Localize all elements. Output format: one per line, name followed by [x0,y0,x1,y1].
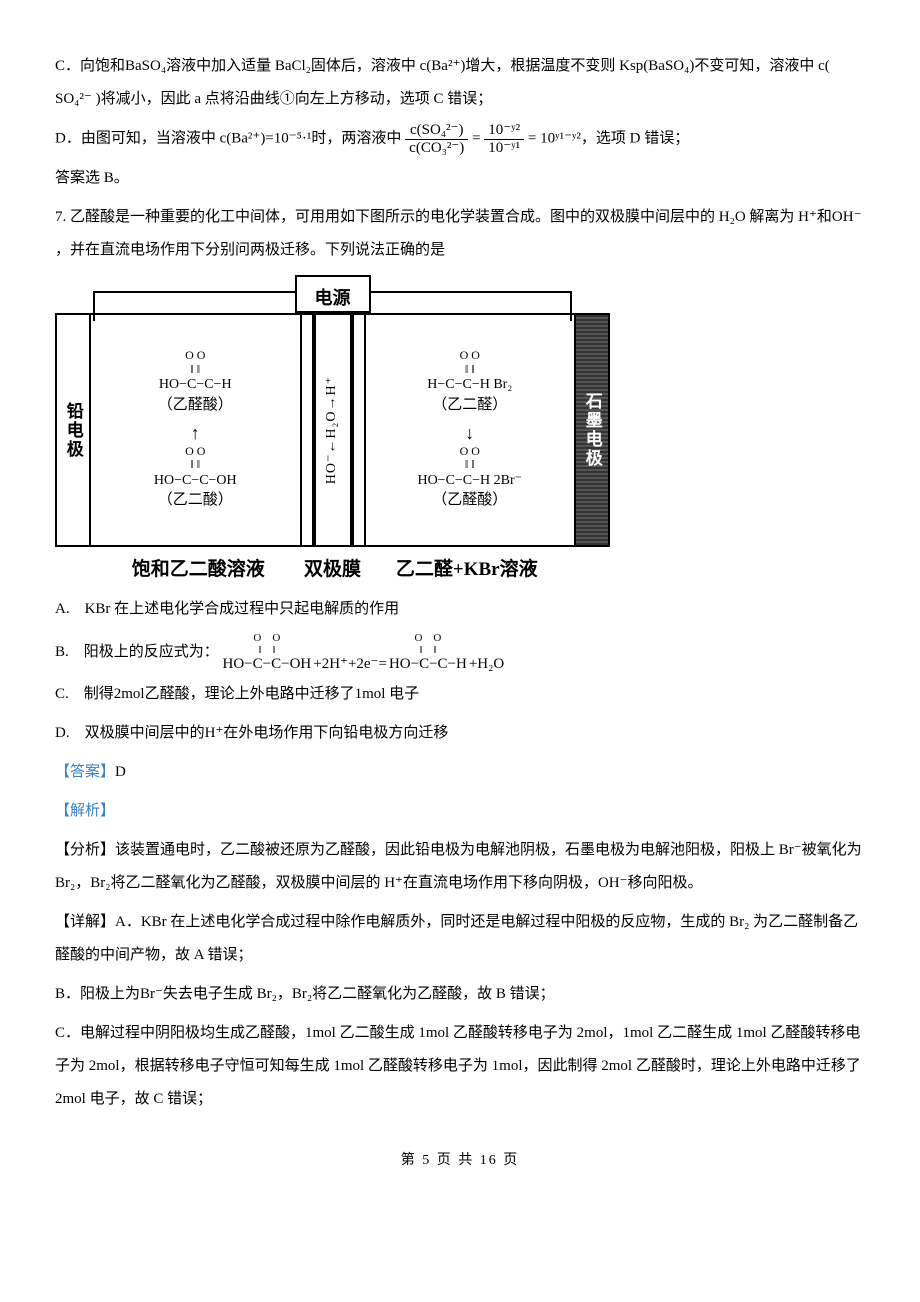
page-footer: 第 5 页 共 16 页 [55,1146,865,1177]
wire [93,291,303,293]
option-a: A. KBr 在上述电化学合成过程中只起电解质的作用 [55,593,865,626]
membrane-gap [300,315,314,545]
option-c: C. 制得2mol乙醛酸，理论上外电路中迁移了1mol 电子 [55,678,865,711]
left-chamber: O O ‖ ‖ HO−C−C−H （乙醛酸） ↑ O O ‖ ‖ HO−C−C−… [91,315,300,545]
answer-value: D [115,764,126,780]
answer-label: 【答案】 [55,764,115,780]
answer-block: 【答案】D [55,756,865,789]
d-prefix: D．由图可知，当溶液中 c(Ba²⁺)=10⁻⁵·¹时，两溶液中 [55,130,401,146]
lead-electrode: 铅电极 [57,315,91,545]
bipolar-membrane: HO⁻←H₂O→H⁺ [314,315,352,545]
answer-6: 答案选 B。 [55,162,865,195]
detail-a: 【详解】A．KBr 在上述电化学合成过程中除作电解质外，同时还是电解过程中阳极的… [55,906,865,972]
fraction-2: 10⁻ʸ² 10⁻ʸ¹ [484,122,524,156]
option-d-explain: D．由图可知，当溶液中 c(Ba²⁺)=10⁻⁵·¹时，两溶液中 c(SO₄²⁻… [55,122,865,156]
power-source-label: 电源 [295,275,371,313]
option-b-formula: O O ‖ ‖ HO−C−C−OH +2H⁺+2e⁻= O O ‖ ‖ HO−C… [223,632,505,673]
graphite-electrode: 石墨电极 [574,315,608,545]
jiexi-label: 【解析】 [55,795,865,828]
detail-b: B．阳极上为Br⁻失去电子生成 Br₂，Br₂将乙二醛氧化为乙醛酸，故 B 错误… [55,978,865,1011]
fraction-1: c(SO₄²⁻) c(CO₃²⁻) [405,122,468,156]
option-d: D. 双极膜中间层中的H⁺在外电场作用下向铅电极方向迁移 [55,717,865,750]
analysis-text: 【分析】该装置通电时，乙二酸被还原为乙醛酸，因此铅电极为电解池阴极，石墨电极为电… [55,834,865,900]
wire [362,291,572,293]
question-7-stem: 7. 乙醛酸是一种重要的化工中间体，可用用如下图所示的电化学装置合成。图中的双极… [55,201,865,267]
option-c-explain: C．向饱和BaSO₄溶液中加入适量 BaCl₂固体后，溶液中 c(Ba²⁺)增大… [55,50,865,116]
right-chamber: O O ‖ ‖ H−C−C−H Br₂ （乙二醛） ↓ O O ‖ ‖ HO−C… [366,315,575,545]
diagram-bottom-labels: 饱和乙二酸溶液 双极膜 乙二醛+KBr溶液 [55,549,610,591]
option-b: B. 阳极上的反应式为： O O ‖ ‖ HO−C−C−OH +2H⁺+2e⁻=… [55,632,865,673]
membrane-gap [352,315,366,545]
electrochem-diagram: 电源 铅电极 O O ‖ ‖ HO−C−C−H （乙醛酸） ↑ O O ‖ ‖ … [55,275,610,591]
detail-c: C．电解过程中阴阳极均生成乙醛酸，1mol 乙二酸生成 1mol 乙醛酸转移电子… [55,1017,865,1116]
